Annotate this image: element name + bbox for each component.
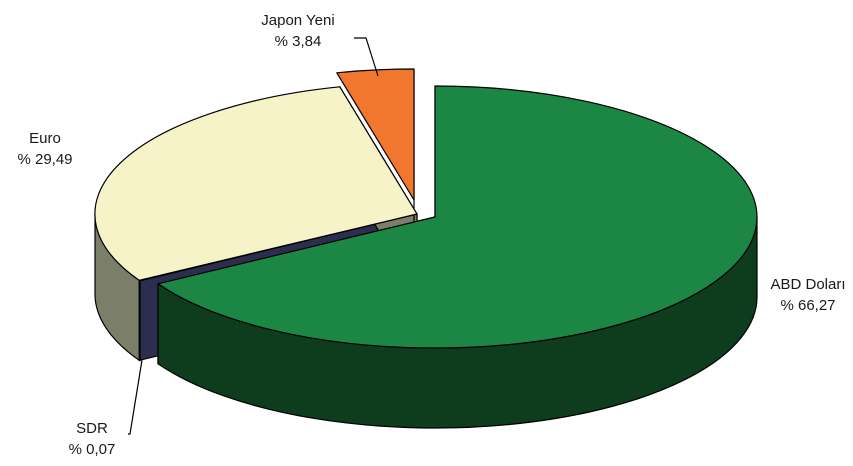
slice-usd-top (157, 85, 758, 349)
slice-euro-top (94, 86, 418, 281)
label-sdr-value: % 0,07 (69, 441, 116, 458)
label-usd-name: ABD Doları (770, 276, 845, 293)
label-leaders (128, 37, 379, 435)
slice-labels: ABD Doları % 66,27 SDR % 0,07 Euro % 29,… (17, 12, 845, 458)
label-euro-value: % 29,49 (17, 151, 72, 168)
leader-jpy (354, 37, 379, 77)
label-jpy-value: % 3,84 (275, 33, 322, 50)
label-jpy-name: Japon Yeni (261, 12, 334, 29)
pie-tops (94, 68, 758, 349)
slice-jpy-top (336, 68, 415, 201)
leader-sdr (128, 359, 143, 435)
label-euro-name: Euro (29, 130, 61, 147)
label-sdr-name: SDR (76, 420, 108, 437)
label-usd-value: % 66,27 (780, 297, 835, 314)
